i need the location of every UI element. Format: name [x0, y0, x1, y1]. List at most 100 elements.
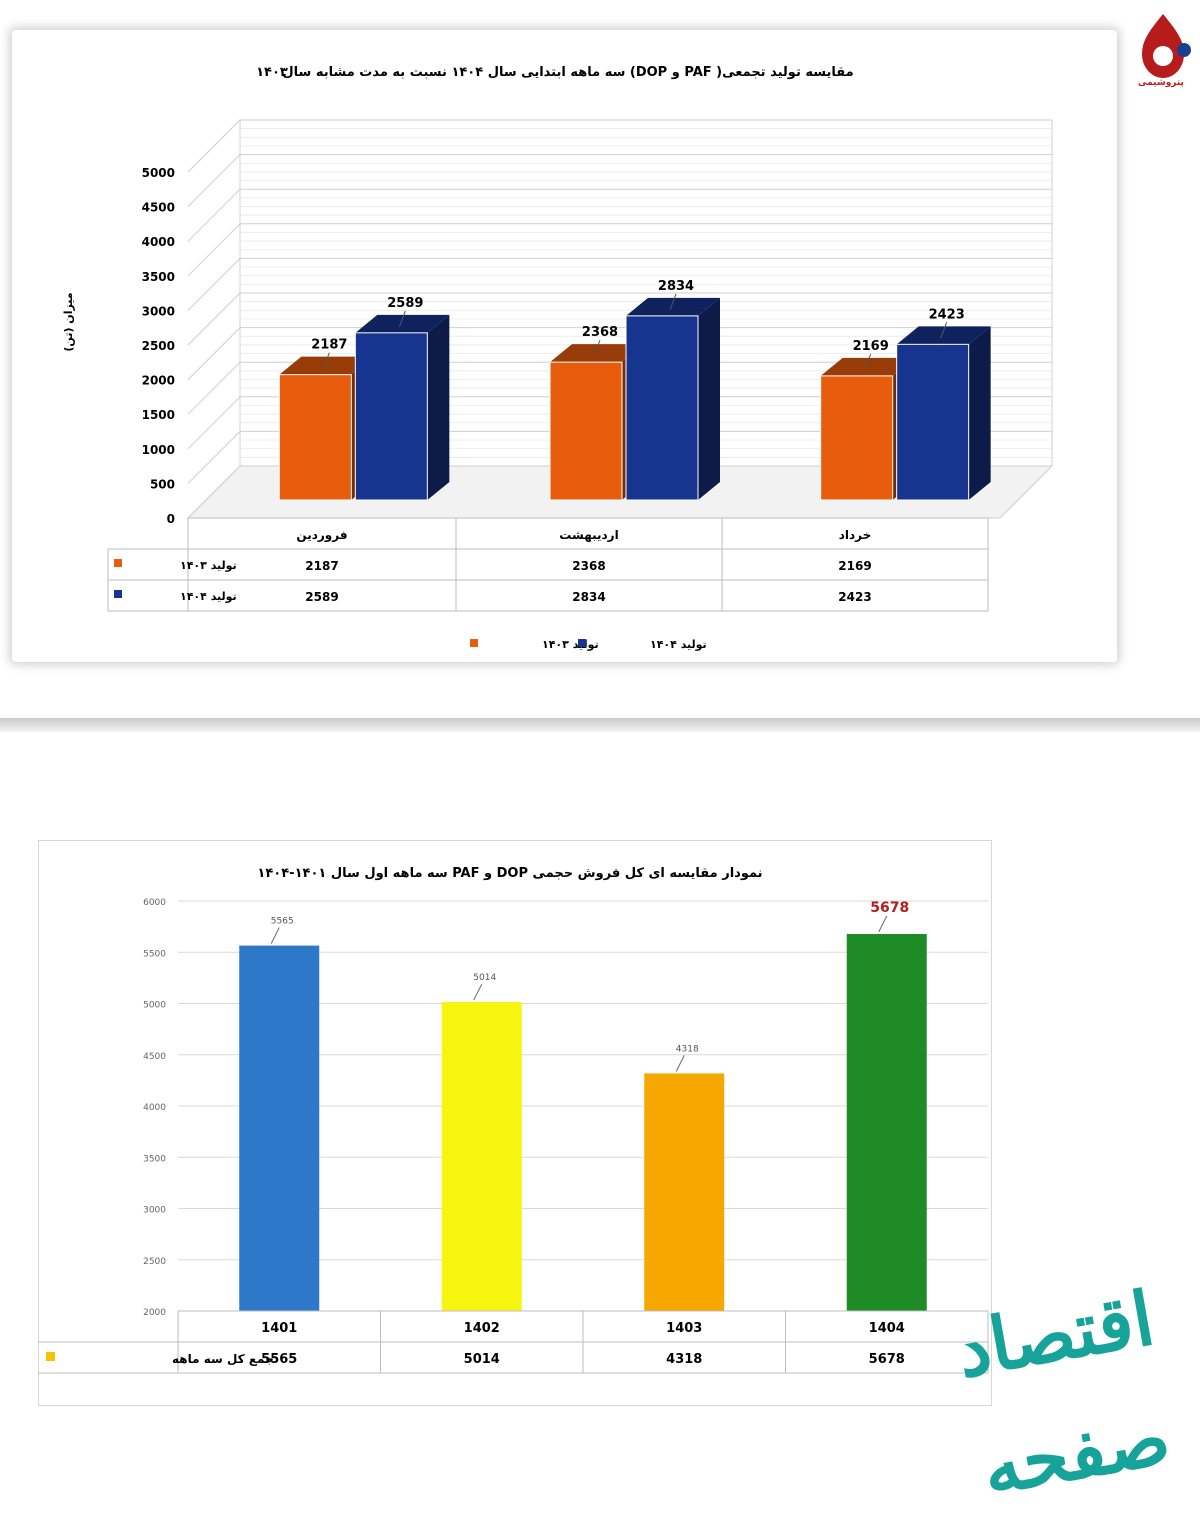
side-gridline: [187, 154, 241, 207]
side-gridline: [187, 396, 241, 450]
bar-side: [968, 326, 991, 500]
y-tick-label: 1500: [142, 408, 175, 422]
table-category: خرداد: [839, 528, 872, 542]
table-series-key: [114, 590, 122, 598]
bar: [549, 361, 623, 501]
top-chart: مقایسه تولید تجمعی( PAF و DOP) سه ماهه ا…: [62, 65, 1054, 651]
y-tick-label: 1000: [142, 443, 175, 457]
data-label-leader: [878, 915, 888, 933]
y-tick-label: 3500: [142, 270, 175, 284]
y-tick-label: 3500: [143, 1154, 166, 1164]
table-series-name: تولید ۱۴۰۳: [180, 559, 237, 572]
bar: [441, 1002, 522, 1311]
y-tick-label: 6000: [143, 898, 166, 908]
data-label-leader: [669, 293, 677, 311]
table-series-key: [114, 559, 122, 567]
bar-top: [820, 357, 915, 376]
bar: [625, 315, 699, 501]
data-label-leader: [322, 352, 330, 369]
side-gridline: [187, 327, 241, 380]
data-label: 2423: [929, 307, 965, 322]
table-category: 1401: [261, 1321, 297, 1336]
bar-top: [896, 326, 991, 345]
bar: [644, 1073, 725, 1311]
y-tick-label: 4000: [143, 1103, 166, 1113]
bar-side: [427, 314, 450, 500]
y-tick-label: 4500: [142, 201, 175, 215]
bar: [846, 934, 927, 1311]
table-value: 2169: [838, 559, 871, 573]
side-gridline: [187, 119, 241, 173]
table-value: 5014: [464, 1352, 500, 1367]
side-gridline: [187, 223, 241, 277]
table-series-name: جمع کل سه ماهه: [172, 1352, 274, 1366]
bar-top: [550, 344, 644, 363]
table-category: 1403: [666, 1321, 702, 1336]
table-value: 5565: [261, 1352, 297, 1367]
logo-caption: پتروشیمی: [1138, 78, 1184, 88]
chart-title: نمودار مقایسه ای کل فروش حجمی DOP و PAF …: [257, 866, 762, 881]
bar-top: [626, 297, 720, 316]
side-gridline: [187, 188, 241, 242]
table-value: 5678: [869, 1352, 905, 1367]
table-category: اردیبهشت: [559, 528, 618, 542]
bar: [820, 375, 894, 501]
y-tick-label: 5000: [143, 1001, 166, 1011]
y-axis-label: میزان (تن): [62, 292, 75, 351]
data-label: 5678: [870, 900, 909, 916]
chart-title-line2: ۱۴۰۳: [256, 65, 288, 80]
legend-label: تولید ۱۴۰۴: [650, 638, 707, 651]
data-label: 2589: [387, 296, 423, 311]
legend-swatch: [578, 639, 586, 647]
y-tick-label: 4500: [143, 1052, 166, 1062]
y-tick-label: 500: [150, 477, 175, 491]
table-series-key: [46, 1352, 55, 1361]
y-tick-label: 5000: [142, 166, 175, 180]
table-value: 4318: [666, 1352, 702, 1367]
data-label: 5565: [271, 917, 294, 927]
bar: [278, 374, 352, 501]
table-value: 2589: [305, 590, 338, 604]
bar-top: [279, 356, 374, 375]
bar: [896, 343, 970, 501]
data-label-leader: [398, 310, 406, 328]
y-tick-label: 3000: [143, 1206, 166, 1216]
table-series-name: تولید ۱۴۰۴: [180, 590, 237, 603]
data-label: 2169: [853, 339, 889, 354]
y-tick-label: 5500: [143, 949, 166, 959]
data-label: 2368: [582, 325, 618, 340]
table-value: 2423: [838, 590, 871, 604]
legend-swatch: [470, 639, 478, 647]
bar: [354, 332, 428, 501]
y-tick-label: 2500: [143, 1257, 166, 1267]
section-divider: [0, 718, 1200, 732]
data-label-leader: [864, 353, 872, 371]
data-label: 5014: [473, 973, 496, 983]
side-gridline: [187, 258, 241, 311]
data-label-leader: [270, 927, 280, 944]
table-category: 1404: [869, 1321, 905, 1336]
data-label: 4318: [676, 1044, 699, 1054]
side-gridline: [187, 292, 241, 346]
table-category: 1402: [464, 1321, 500, 1336]
chart-title-line1: مقایسه تولید تجمعی( PAF و DOP) سه ماهه ا…: [282, 65, 853, 80]
y-tick-label: 2500: [142, 339, 175, 353]
data-label-leader: [675, 1055, 685, 1072]
bar-top: [355, 314, 450, 333]
data-label-leader: [593, 339, 601, 357]
y-tick-label: 0: [167, 512, 175, 526]
data-label-leader: [473, 983, 483, 1001]
y-tick-label: 3000: [142, 304, 175, 318]
data-label: 2187: [311, 338, 347, 353]
side-gridline: [187, 431, 241, 484]
table-category: فروردین: [296, 528, 347, 543]
y-tick-label: 4000: [142, 235, 175, 249]
y-tick-label: 2000: [143, 1308, 166, 1318]
table-value: 2834: [572, 590, 605, 604]
bar-side: [698, 297, 720, 500]
company-logo: [1142, 14, 1191, 78]
table-value: 2187: [305, 559, 338, 573]
bar: [239, 945, 320, 1311]
bottom-chart: نمودار مقایسه ای کل فروش حجمی DOP و PAF …: [38, 866, 989, 1374]
table-value: 2368: [572, 559, 605, 573]
